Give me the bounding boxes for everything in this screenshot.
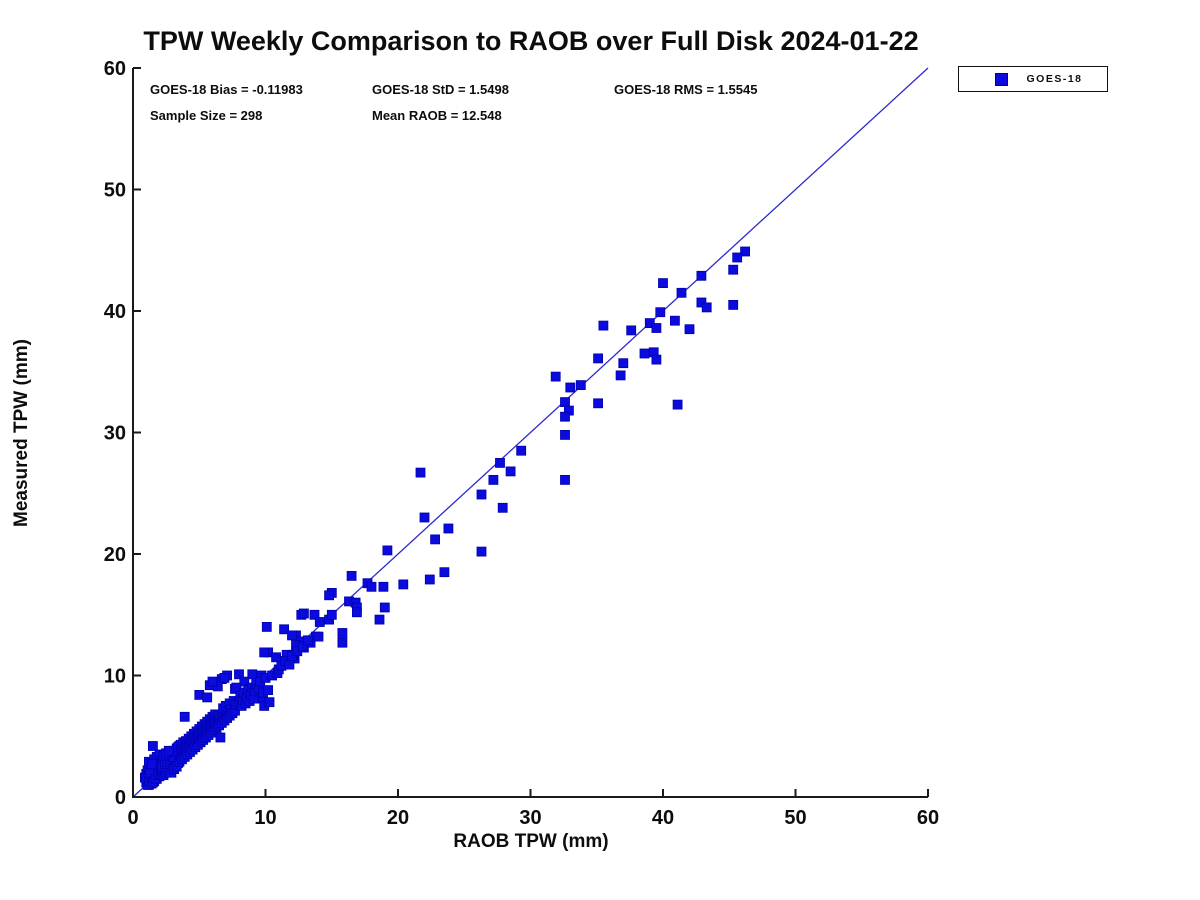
svg-text:30: 30 bbox=[519, 807, 541, 829]
stat-rms: GOES-18 RMS = 1.5545 bbox=[614, 82, 758, 97]
stat-std: GOES-18 StD = 1.5498 bbox=[372, 82, 509, 97]
svg-text:40: 40 bbox=[652, 807, 674, 829]
stat-sample-size: Sample Size = 298 bbox=[150, 108, 263, 123]
chart-title: TPW Weekly Comparison to RAOB over Full … bbox=[143, 26, 919, 56]
axis-ticks bbox=[132, 67, 929, 798]
svg-text:30: 30 bbox=[104, 423, 126, 445]
legend-marker-square-icon bbox=[995, 72, 1008, 86]
stat-bias: GOES-18 Bias = -0.11983 bbox=[150, 82, 303, 97]
svg-text:50: 50 bbox=[784, 807, 806, 829]
axis-tick-labels: 0 10 20 30 40 50 60 0 10 20 30 40 50 60 bbox=[104, 58, 939, 829]
svg-text:0: 0 bbox=[127, 807, 138, 829]
scatter-series-GOES-18 bbox=[139, 246, 750, 790]
legend-entry-label: GOES-18 bbox=[1026, 73, 1083, 85]
svg-text:60: 60 bbox=[917, 807, 939, 829]
legend-box: GOES-18 bbox=[958, 66, 1108, 92]
svg-text:60: 60 bbox=[104, 58, 126, 80]
svg-text:20: 20 bbox=[387, 807, 409, 829]
y-axis-label: Measured TPW (mm) bbox=[11, 339, 32, 527]
svg-text:40: 40 bbox=[104, 301, 126, 323]
x-axis-label: RAOB TPW (mm) bbox=[453, 831, 609, 852]
svg-text:10: 10 bbox=[104, 666, 126, 688]
svg-text:20: 20 bbox=[104, 544, 126, 566]
svg-text:10: 10 bbox=[254, 807, 276, 829]
svg-text:0: 0 bbox=[115, 787, 126, 809]
stat-mean-raob: Mean RAOB = 12.548 bbox=[372, 108, 502, 123]
svg-text:50: 50 bbox=[104, 180, 126, 202]
